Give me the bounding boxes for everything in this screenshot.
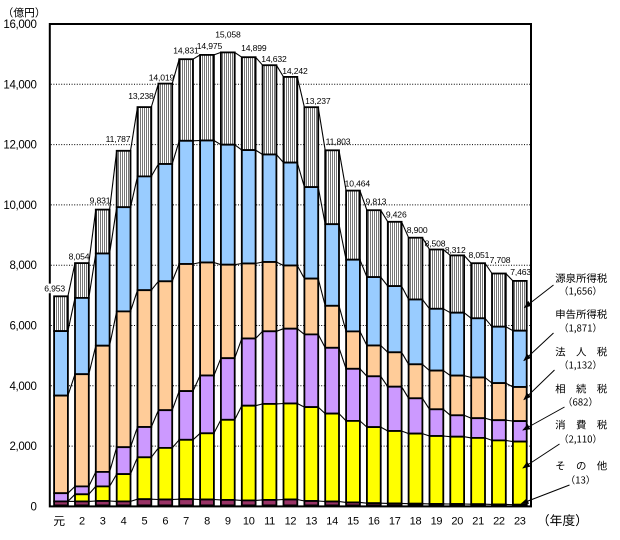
svg-text:13,238: 13,238	[128, 91, 154, 101]
svg-text:0: 0	[30, 501, 36, 513]
svg-text:14,975: 14,975	[197, 41, 223, 51]
svg-text:2: 2	[79, 516, 85, 528]
svg-text:14,899: 14,899	[241, 43, 267, 53]
svg-text:7,708: 7,708	[490, 255, 511, 265]
svg-text:19: 19	[431, 516, 443, 528]
svg-text:8,312: 8,312	[445, 245, 466, 255]
svg-text:21: 21	[472, 516, 484, 528]
svg-text:9,831: 9,831	[90, 196, 111, 206]
svg-text:8,900: 8,900	[407, 225, 428, 235]
svg-text:9: 9	[225, 516, 231, 528]
svg-text:15: 15	[347, 516, 359, 528]
svg-text:9,426: 9,426	[386, 210, 407, 220]
svg-text:11: 11	[264, 516, 275, 528]
svg-text:11,803: 11,803	[326, 137, 351, 147]
svg-text:3: 3	[100, 516, 106, 528]
svg-text:16,000: 16,000	[3, 19, 36, 31]
svg-text:2,000: 2,000	[9, 441, 36, 453]
svg-text:17: 17	[389, 516, 401, 528]
svg-text:8,051: 8,051	[469, 250, 490, 260]
svg-text:11,787: 11,787	[106, 134, 131, 144]
svg-text:20: 20	[451, 516, 463, 528]
svg-text:8,054: 8,054	[69, 252, 90, 262]
svg-text:4,000: 4,000	[9, 381, 36, 393]
svg-text:14,632: 14,632	[261, 54, 287, 64]
svg-text:5: 5	[141, 516, 147, 528]
svg-text:14,831: 14,831	[173, 46, 199, 56]
svg-text:8: 8	[204, 516, 210, 528]
svg-text:10,000: 10,000	[3, 200, 36, 212]
svg-text:8,000: 8,000	[9, 260, 36, 272]
svg-text:6: 6	[162, 516, 168, 528]
svg-text:10,464: 10,464	[345, 179, 371, 189]
svg-text:23: 23	[514, 516, 526, 528]
svg-text:22: 22	[493, 516, 505, 528]
svg-text:18: 18	[410, 516, 422, 528]
svg-text:14,242: 14,242	[282, 66, 308, 76]
svg-text:13: 13	[305, 516, 317, 528]
svg-text:10: 10	[243, 516, 255, 528]
svg-text:12: 12	[285, 516, 297, 528]
svg-text:7: 7	[183, 516, 189, 528]
svg-text:13,237: 13,237	[305, 96, 331, 106]
svg-text:6,000: 6,000	[9, 321, 36, 333]
svg-text:6,953: 6,953	[44, 284, 65, 294]
svg-text:7,463: 7,463	[510, 267, 531, 277]
svg-text:9,813: 9,813	[366, 197, 387, 207]
svg-text:15,058: 15,058	[215, 30, 241, 40]
svg-text:14,019: 14,019	[149, 72, 175, 82]
svg-text:4: 4	[121, 516, 127, 528]
svg-text:16: 16	[368, 516, 380, 528]
svg-text:12,000: 12,000	[3, 140, 36, 152]
svg-text:8,508: 8,508	[425, 239, 446, 249]
svg-text:14,000: 14,000	[3, 79, 36, 91]
svg-text:14: 14	[326, 516, 338, 528]
